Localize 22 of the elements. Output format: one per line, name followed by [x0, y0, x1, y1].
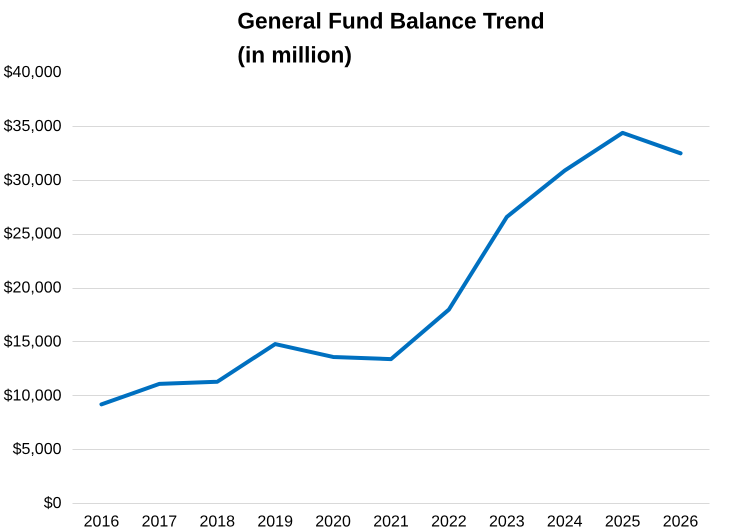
- y-tick-label: $20,000: [4, 280, 62, 296]
- y-tick-label: $10,000: [4, 387, 62, 404]
- x-tick-label: 2020: [315, 514, 351, 529]
- x-tick-label: 2026: [662, 514, 698, 529]
- y-tick-label: $30,000: [4, 172, 62, 189]
- y-tick-label: $40,000: [4, 64, 62, 81]
- y-tick-label: $25,000: [4, 226, 62, 243]
- x-tick-label: 2017: [142, 514, 178, 529]
- x-tick-label: 2024: [546, 514, 583, 529]
- line-series: [99, 130, 683, 406]
- x-tick-label: 2023: [489, 514, 525, 529]
- x-tick-label: 2019: [257, 514, 294, 529]
- y-tick-label: $5,000: [12, 441, 62, 458]
- y-tick-label: $35,000: [4, 118, 62, 135]
- x-tick-label: 2018: [199, 514, 236, 529]
- x-tick-label: 2021: [373, 514, 409, 529]
- x-tick-label: 2025: [604, 514, 641, 529]
- x-tick-label: 2016: [84, 514, 120, 529]
- chart-title: General Fund Balance Trend (in million): [237, 8, 545, 68]
- y-tick-label: $0: [44, 495, 62, 512]
- y-tick-label: $15,000: [4, 333, 62, 350]
- x-tick-label: 2022: [431, 514, 467, 529]
